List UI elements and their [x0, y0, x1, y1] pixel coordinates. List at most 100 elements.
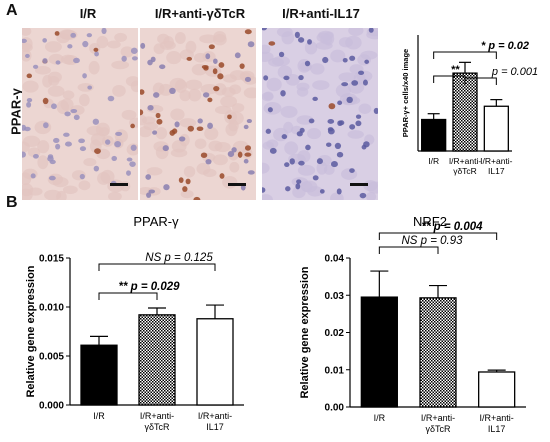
tissue-cell — [266, 77, 282, 92]
tissue-cell — [232, 140, 249, 153]
cell-nucleus — [239, 63, 245, 70]
cell-nucleus — [237, 151, 243, 158]
image-title-anti-gd: I/R+anti-γδTcR — [154, 6, 246, 21]
cell-nucleus — [146, 192, 152, 198]
tissue-cell — [296, 115, 314, 125]
significance-label: * p = 0.02 — [481, 40, 529, 52]
cell-nucleus — [355, 120, 362, 127]
tissue-cell — [175, 32, 186, 44]
cell-nucleus — [70, 108, 78, 114]
significance-bracket — [98, 292, 158, 300]
tissue-cell — [220, 95, 238, 108]
y-tick-label: 0.005 — [39, 352, 64, 363]
x-tick-label: I/R — [93, 411, 105, 421]
cell-nucleus — [48, 175, 56, 181]
cell-nucleus — [43, 122, 49, 129]
cell-nucleus — [25, 53, 30, 58]
tissue-cell — [196, 162, 211, 175]
cell-nucleus — [130, 144, 137, 151]
cell-nucleus — [305, 144, 311, 151]
cell-nucleus — [73, 114, 80, 121]
cell-nucleus — [22, 151, 26, 158]
cell-nucleus — [278, 51, 285, 58]
tissue-cell — [316, 161, 328, 175]
tissue-cell — [338, 72, 357, 82]
cell-nucleus — [207, 97, 213, 103]
tissue-cell — [158, 83, 173, 96]
cell-nucleus — [93, 47, 99, 52]
tissue-cell — [194, 138, 207, 149]
cell-nucleus — [359, 192, 367, 199]
tissue-cell — [284, 141, 299, 155]
cell-nucleus — [289, 158, 295, 165]
cell-nucleus — [234, 52, 241, 59]
cell-nucleus — [79, 173, 85, 180]
tissue-cell — [22, 135, 41, 148]
tissue-cell — [121, 109, 137, 120]
cell-nucleus — [131, 56, 138, 61]
cell-nucleus — [54, 31, 60, 36]
cell-nucleus — [126, 157, 133, 162]
cell-nucleus — [32, 153, 39, 159]
tissue-cell — [307, 128, 322, 140]
cell-nucleus — [169, 130, 176, 136]
micrograph-anti-il17-tissue — [262, 28, 378, 200]
bar — [419, 297, 457, 408]
cell-nucleus — [174, 121, 180, 128]
x-tick-label: I/R+anti- — [140, 411, 174, 421]
micrograph-anti-il17 — [262, 28, 378, 200]
cell-nucleus — [227, 114, 232, 120]
cell-nucleus — [246, 119, 252, 124]
tissue-cell — [310, 63, 325, 75]
cell-nucleus — [281, 134, 288, 140]
tissue-cell — [22, 28, 32, 36]
cell-nucleus — [263, 75, 269, 81]
cell-nucleus — [316, 158, 323, 165]
cell-nucleus — [362, 79, 368, 86]
cell-nucleus — [219, 173, 225, 179]
tissue-cell — [222, 74, 237, 83]
tissue-cell — [185, 40, 197, 54]
cell-nucleus — [22, 38, 27, 44]
significance-bracket — [464, 77, 497, 85]
cell-nucleus — [342, 58, 348, 63]
cell-nucleus — [197, 118, 203, 124]
scale-bar — [228, 183, 246, 186]
significance-bracket — [378, 232, 498, 240]
significance-label: p = 0.001 — [491, 66, 538, 78]
tissue-cell — [221, 87, 236, 97]
cell-nucleus — [193, 196, 201, 200]
tissue-cell — [179, 118, 197, 128]
cell-nucleus — [244, 145, 252, 151]
image-title-anti-il17: I/R+anti-IL17 — [282, 6, 360, 21]
y-axis-label: Relative gene expression — [299, 266, 311, 398]
tissue-cell — [297, 164, 316, 176]
cell-nucleus — [94, 51, 99, 57]
x-tick-label: IL17 — [488, 166, 505, 176]
tissue-cell — [296, 87, 309, 97]
cell-nucleus — [213, 85, 220, 92]
cell-nucleus — [337, 100, 343, 106]
cell-nucleus — [178, 136, 186, 142]
micrograph-anti-gd-tissue — [140, 28, 256, 200]
tissue-cell — [263, 91, 274, 101]
cell-nucleus — [148, 189, 156, 194]
cell-nucleus — [319, 189, 325, 194]
tissue-cell — [44, 41, 62, 53]
cell-nucleus — [155, 112, 161, 119]
x-tick-label: I/R+anti- — [480, 413, 514, 423]
cell-nucleus — [169, 87, 176, 95]
tissue-cell — [95, 122, 110, 137]
tissue-cell — [348, 28, 364, 36]
cell-nucleus — [26, 101, 32, 108]
cell-nucleus — [47, 155, 54, 162]
cell-nucleus — [94, 148, 101, 155]
cell-nucleus — [107, 95, 115, 102]
bar — [196, 318, 234, 406]
tissue-cell — [330, 192, 344, 200]
cell-nucleus — [82, 73, 87, 79]
tissue-cell — [37, 155, 49, 170]
tissue-cell — [140, 114, 147, 126]
cell-nucleus — [296, 131, 303, 137]
cell-nucleus — [336, 188, 342, 195]
